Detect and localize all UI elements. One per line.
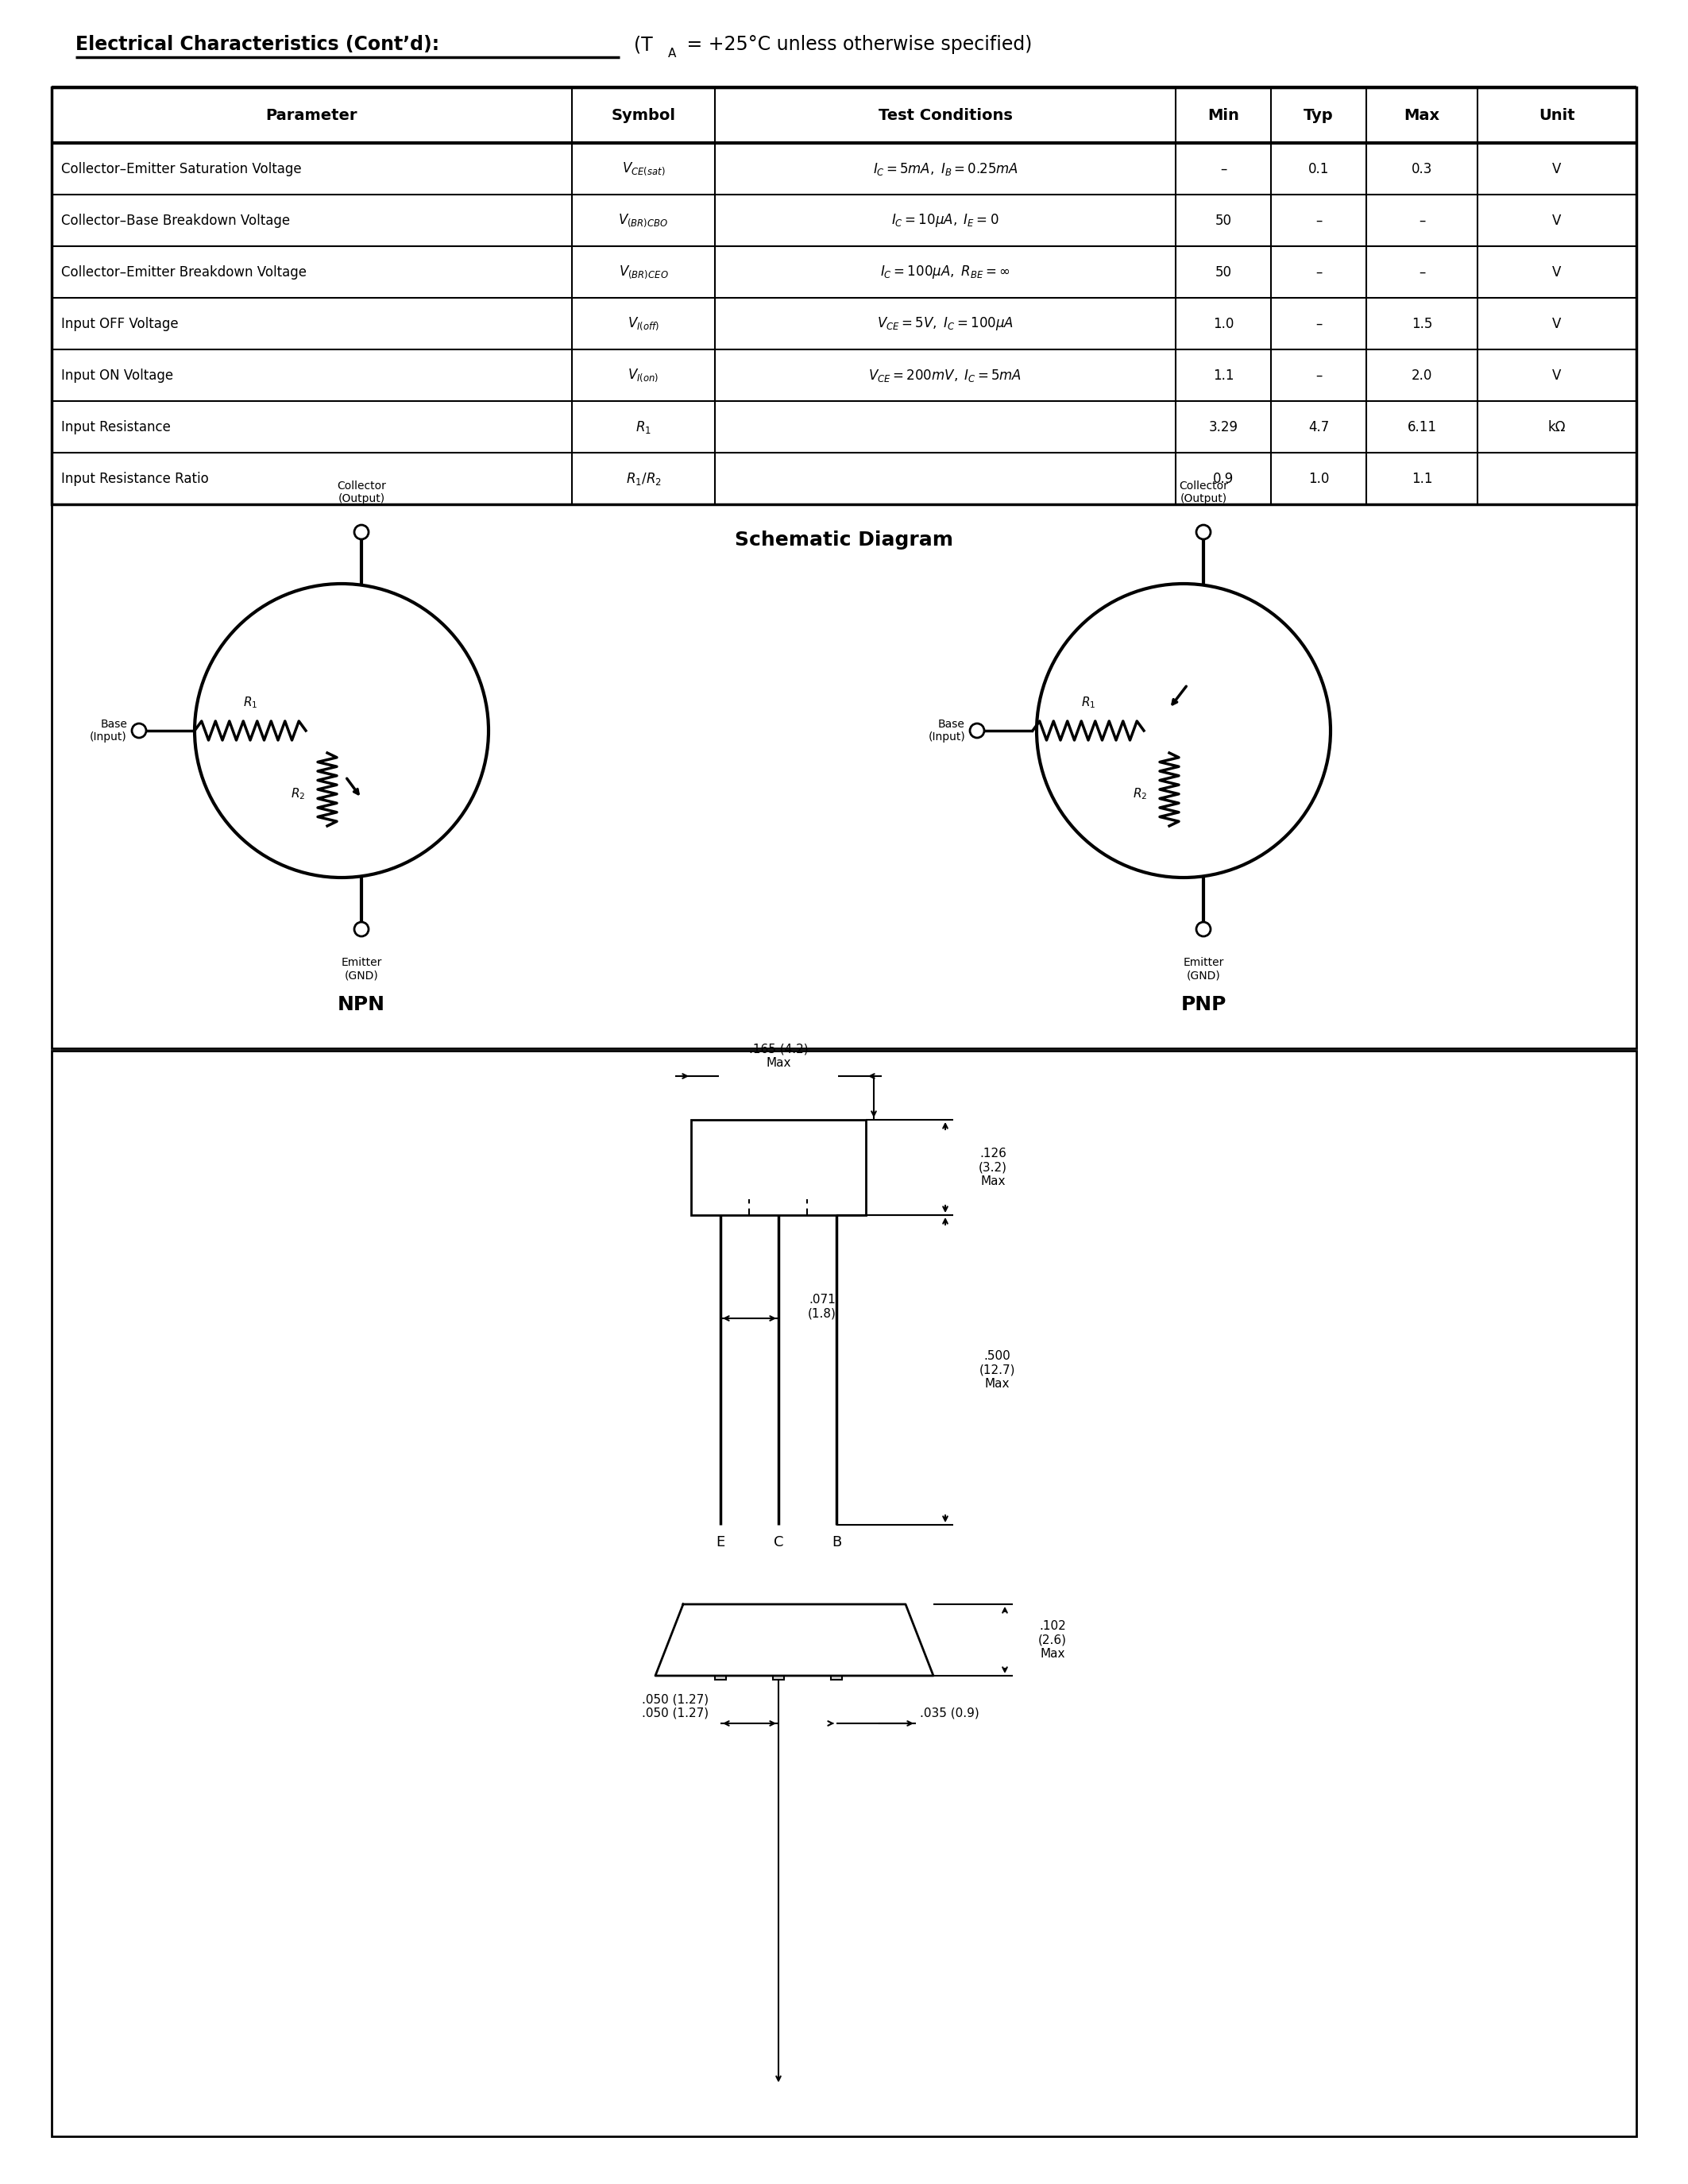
- Text: $R_2$: $R_2$: [1133, 786, 1148, 802]
- Circle shape: [132, 723, 147, 738]
- Text: 1.1: 1.1: [1411, 472, 1433, 485]
- Text: 4.7: 4.7: [1308, 419, 1328, 435]
- Text: 3.29: 3.29: [1209, 419, 1237, 435]
- Text: –: –: [1418, 264, 1425, 280]
- Text: Schematic Diagram: Schematic Diagram: [734, 531, 954, 550]
- Text: .050 (1.27)
.050 (1.27): .050 (1.27) .050 (1.27): [641, 1693, 709, 1719]
- Bar: [716, 1625, 726, 1679]
- Text: $V_{I(off)}$: $V_{I(off)}$: [628, 314, 660, 332]
- Text: $R_1$: $R_1$: [1080, 695, 1096, 710]
- Text: V: V: [1553, 162, 1561, 177]
- Text: $R_2$: $R_2$: [290, 786, 306, 802]
- Bar: [52, 505, 1636, 1048]
- Text: $V_{I(on)}$: $V_{I(on)}$: [628, 367, 658, 384]
- Text: $I_C = 5mA,\ I_B = 0.25mA$: $I_C = 5mA,\ I_B = 0.25mA$: [873, 162, 1018, 177]
- Text: Typ: Typ: [1303, 107, 1334, 122]
- Text: 6.11: 6.11: [1408, 419, 1436, 435]
- Text: V: V: [1553, 317, 1561, 330]
- Text: Parameter: Parameter: [267, 107, 358, 122]
- Text: 50: 50: [1215, 264, 1232, 280]
- Ellipse shape: [1036, 583, 1330, 878]
- Text: V: V: [1553, 264, 1561, 280]
- Text: –: –: [1315, 369, 1322, 382]
- Text: –: –: [1220, 162, 1227, 177]
- Text: $V_{CE} = 5V,\ I_C = 100\mu A$: $V_{CE} = 5V,\ I_C = 100\mu A$: [878, 314, 1013, 332]
- Text: .126
(3.2)
Max: .126 (3.2) Max: [979, 1147, 1008, 1188]
- Text: 0.1: 0.1: [1308, 162, 1328, 177]
- Text: Min: Min: [1207, 107, 1239, 122]
- Text: $V_{(BR)CBO}$: $V_{(BR)CBO}$: [618, 212, 668, 229]
- Text: = +25°C unless otherwise specified): = +25°C unless otherwise specified): [680, 35, 1031, 55]
- Text: Unit: Unit: [1539, 107, 1575, 122]
- Text: Base
(Input): Base (Input): [89, 719, 127, 743]
- Polygon shape: [655, 1605, 933, 1675]
- Text: E: E: [716, 1535, 724, 1548]
- Text: 2.0: 2.0: [1411, 369, 1433, 382]
- Text: Input OFF Voltage: Input OFF Voltage: [61, 317, 179, 330]
- Text: 1.0: 1.0: [1212, 317, 1234, 330]
- Text: Collector
(Output): Collector (Output): [338, 480, 387, 505]
- Bar: [52, 1051, 1636, 2136]
- Text: NPN: NPN: [338, 996, 385, 1013]
- Text: A: A: [668, 48, 677, 59]
- Text: –: –: [1315, 214, 1322, 227]
- Circle shape: [1197, 922, 1210, 937]
- Text: $R_1/R_2$: $R_1/R_2$: [626, 470, 662, 487]
- Bar: [773, 1625, 783, 1679]
- Bar: [690, 1120, 866, 1214]
- Text: Input Resistance Ratio: Input Resistance Ratio: [61, 472, 209, 485]
- Text: $I_C = 100\mu A,\ R_{BE} = \infty$: $I_C = 100\mu A,\ R_{BE} = \infty$: [881, 264, 1009, 280]
- Text: (T: (T: [635, 35, 653, 55]
- Text: Input ON Voltage: Input ON Voltage: [61, 369, 174, 382]
- Text: PNP: PNP: [1180, 996, 1225, 1013]
- Circle shape: [354, 524, 368, 539]
- Text: 50: 50: [1215, 214, 1232, 227]
- Text: Collector
(Output): Collector (Output): [1178, 480, 1229, 505]
- Text: C: C: [773, 1535, 783, 1548]
- Text: –: –: [1418, 214, 1425, 227]
- Text: Base
(Input): Base (Input): [928, 719, 966, 743]
- Text: .165 (4.2)
Max: .165 (4.2) Max: [749, 1044, 809, 1070]
- Text: .500
(12.7)
Max: .500 (12.7) Max: [979, 1350, 1014, 1389]
- Text: –: –: [1315, 317, 1322, 330]
- Text: .102
(2.6)
Max: .102 (2.6) Max: [1038, 1621, 1067, 1660]
- Text: V: V: [1553, 369, 1561, 382]
- Text: V: V: [1553, 214, 1561, 227]
- Circle shape: [971, 723, 984, 738]
- Text: $V_{CE(sat)}$: $V_{CE(sat)}$: [621, 162, 665, 177]
- Text: Max: Max: [1404, 107, 1440, 122]
- Text: 0.3: 0.3: [1411, 162, 1433, 177]
- Text: .071
(1.8): .071 (1.8): [809, 1293, 837, 1319]
- Circle shape: [1197, 524, 1210, 539]
- Text: $I_C = 10\mu A,\ I_E = 0$: $I_C = 10\mu A,\ I_E = 0$: [891, 212, 999, 229]
- Text: –: –: [1315, 264, 1322, 280]
- Text: B: B: [832, 1535, 841, 1548]
- Text: Input Resistance: Input Resistance: [61, 419, 170, 435]
- Ellipse shape: [194, 583, 488, 878]
- Text: $V_{(BR)CEO}$: $V_{(BR)CEO}$: [618, 264, 668, 280]
- Text: .035 (0.9): .035 (0.9): [920, 1708, 979, 1719]
- Text: Collector–Emitter Saturation Voltage: Collector–Emitter Saturation Voltage: [61, 162, 302, 177]
- Text: 1.0: 1.0: [1308, 472, 1328, 485]
- Text: Emitter
(GND): Emitter (GND): [341, 957, 381, 981]
- Text: $V_{CE} = 200mV,\ I_C = 5mA$: $V_{CE} = 200mV,\ I_C = 5mA$: [869, 367, 1021, 382]
- Text: $R_1$: $R_1$: [243, 695, 258, 710]
- Text: $R_1$: $R_1$: [635, 419, 652, 435]
- Text: Electrical Characteristics (Cont’d):: Electrical Characteristics (Cont’d):: [76, 35, 439, 55]
- Text: Test Conditions: Test Conditions: [878, 107, 1013, 122]
- Text: kΩ: kΩ: [1548, 419, 1566, 435]
- Text: Collector–Base Breakdown Voltage: Collector–Base Breakdown Voltage: [61, 214, 290, 227]
- Bar: [830, 1625, 842, 1679]
- Circle shape: [354, 922, 368, 937]
- Text: Collector–Emitter Breakdown Voltage: Collector–Emitter Breakdown Voltage: [61, 264, 307, 280]
- Bar: [52, 87, 1636, 505]
- Text: 1.5: 1.5: [1411, 317, 1433, 330]
- Text: Emitter
(GND): Emitter (GND): [1183, 957, 1224, 981]
- Text: 0.9: 0.9: [1214, 472, 1234, 485]
- Text: 1.1: 1.1: [1212, 369, 1234, 382]
- Text: Symbol: Symbol: [611, 107, 675, 122]
